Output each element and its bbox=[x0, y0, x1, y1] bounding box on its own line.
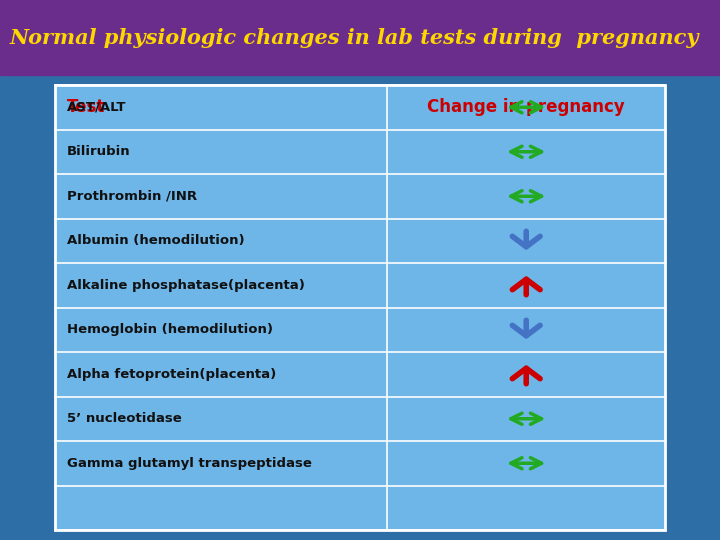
Text: Gamma glutamyl transpeptidase: Gamma glutamyl transpeptidase bbox=[67, 457, 312, 470]
Text: Change in pregnancy: Change in pregnancy bbox=[428, 98, 625, 116]
Text: Alpha fetoprotein(placenta): Alpha fetoprotein(placenta) bbox=[67, 368, 276, 381]
Bar bbox=[55, 352, 665, 396]
Text: Alkaline phosphatase(placenta): Alkaline phosphatase(placenta) bbox=[67, 279, 305, 292]
Bar bbox=[55, 174, 665, 219]
Text: Prothrombin /INR: Prothrombin /INR bbox=[67, 190, 197, 202]
Bar bbox=[0, 0, 720, 75]
Text: Hemoglobin (hemodilution): Hemoglobin (hemodilution) bbox=[67, 323, 273, 336]
Text: 5’ nucleotidase: 5’ nucleotidase bbox=[67, 412, 181, 426]
Bar bbox=[55, 219, 665, 263]
Bar bbox=[55, 263, 665, 307]
Text: Albumin (hemodilution): Albumin (hemodilution) bbox=[67, 234, 245, 247]
Text: AST/ALT: AST/ALT bbox=[67, 101, 127, 114]
Bar bbox=[55, 85, 665, 130]
Bar bbox=[55, 130, 665, 174]
Text: Bilirubin: Bilirubin bbox=[67, 145, 130, 158]
Bar bbox=[55, 485, 665, 530]
Bar bbox=[55, 85, 665, 530]
Text: Test: Test bbox=[67, 98, 105, 116]
Text: Normal physiologic changes in lab tests during  pregnancy: Normal physiologic changes in lab tests … bbox=[10, 28, 700, 48]
Bar bbox=[55, 441, 665, 485]
Bar bbox=[55, 396, 665, 441]
Bar bbox=[55, 307, 665, 352]
